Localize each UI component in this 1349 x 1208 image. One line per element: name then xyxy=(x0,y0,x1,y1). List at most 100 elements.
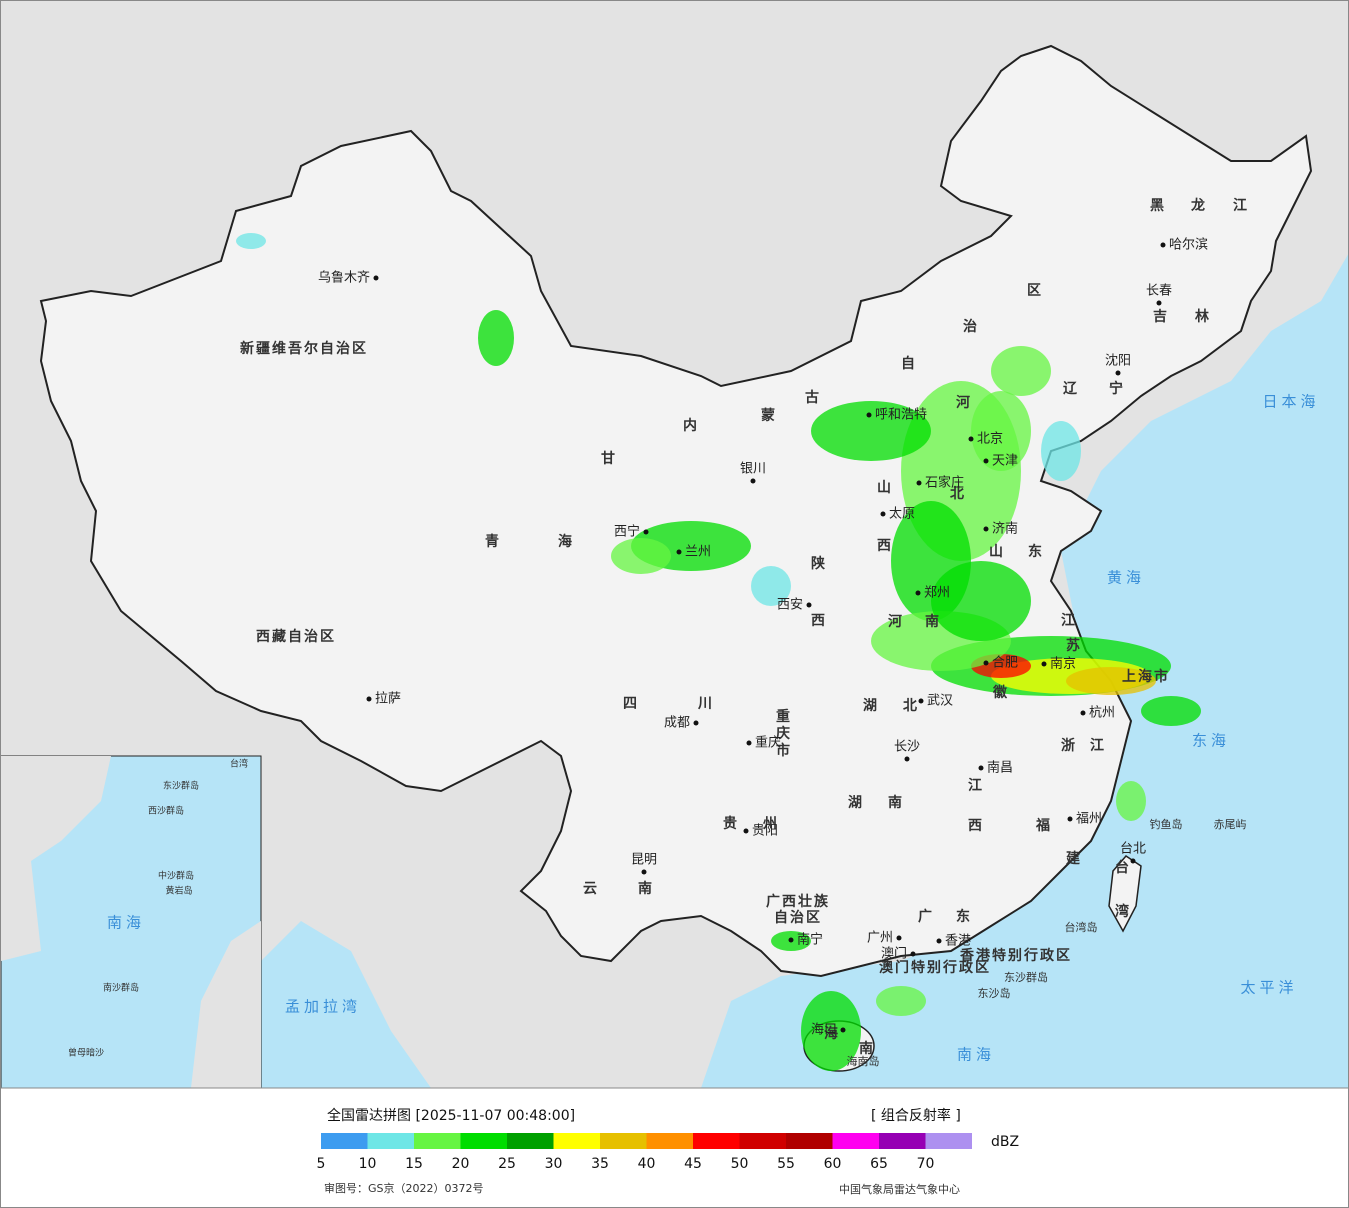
city-dot xyxy=(788,937,794,943)
city-dot xyxy=(866,412,872,418)
city-dot xyxy=(896,935,902,941)
city-dot xyxy=(641,869,647,875)
city-label: 昆明 xyxy=(631,853,657,868)
city-dot xyxy=(916,480,922,486)
province-label: 黑 xyxy=(1150,198,1166,214)
province-label: 北 xyxy=(950,486,966,502)
legend-swatch xyxy=(321,1133,368,1149)
city-label: 武汉 xyxy=(927,694,953,709)
province-label: 南 xyxy=(859,1040,875,1057)
city-label: 太原 xyxy=(889,507,915,522)
province-label: 重 xyxy=(776,708,792,725)
radar-echo xyxy=(478,310,514,366)
city-dot xyxy=(936,938,942,944)
inset-label: 南海 xyxy=(107,914,145,932)
legend-tick: 10 xyxy=(359,1156,377,1172)
province-label: 西 xyxy=(811,613,827,629)
province-label: 山 xyxy=(989,544,1005,560)
province-label: 湾 xyxy=(1115,903,1131,920)
inset-label: 曾母暗沙 xyxy=(68,1047,104,1059)
city-dot xyxy=(1160,242,1166,248)
city-label: 拉萨 xyxy=(375,692,401,707)
legend-swatch xyxy=(646,1133,693,1149)
city-dot xyxy=(366,696,372,702)
place-label: 赤尾屿 xyxy=(1214,818,1247,831)
city-dot xyxy=(806,602,812,608)
legend-swatch xyxy=(925,1133,972,1149)
city-dot xyxy=(693,720,699,726)
city-label: 重庆 xyxy=(755,735,781,751)
place-label: 台湾岛 xyxy=(1065,920,1098,934)
province-label: 自治区 xyxy=(774,909,822,926)
city-dot xyxy=(904,756,910,762)
province-label: 龙 xyxy=(1190,197,1207,214)
province-label: 海 xyxy=(558,533,574,550)
inset-label: 南沙群岛 xyxy=(103,982,139,994)
place-label: 东海 xyxy=(1192,732,1230,750)
legend-tick: 50 xyxy=(731,1156,749,1172)
city-dot xyxy=(840,1027,846,1033)
radar-echo xyxy=(751,566,791,606)
city-label: 福州 xyxy=(1076,812,1102,827)
legend-tick: 25 xyxy=(498,1156,516,1172)
radar-echo xyxy=(1116,781,1146,821)
legend-tick: 55 xyxy=(777,1156,795,1172)
city-label: 广州 xyxy=(867,931,893,946)
province-label: 甘 xyxy=(601,450,617,467)
province-label: 江 xyxy=(1090,737,1106,754)
province-label: 江 xyxy=(1061,612,1077,629)
province-label: 河 xyxy=(956,394,972,411)
province-label: 市 xyxy=(776,742,792,759)
province-label: 江 xyxy=(968,777,984,794)
province-label: 福 xyxy=(1035,817,1052,834)
radar-echo xyxy=(236,233,266,249)
province-label: 山 xyxy=(877,480,893,496)
city-label: 银川 xyxy=(740,462,766,477)
place-label: 东沙群岛 xyxy=(1004,970,1048,984)
inset-label: 黄岩岛 xyxy=(165,885,192,897)
inset-label: 中沙群岛 xyxy=(158,870,194,882)
province-label: 香港特别行政区 xyxy=(959,947,1072,964)
city-label: 长沙 xyxy=(894,740,920,755)
city-label: 贵阳 xyxy=(752,824,778,839)
radar-echo xyxy=(876,986,926,1016)
city-label: 海口 xyxy=(811,1023,837,1038)
province-label: 内 xyxy=(683,417,699,434)
province-label: 四 xyxy=(623,696,639,712)
legend-tick: 5 xyxy=(317,1156,326,1172)
province-label: 海 xyxy=(824,1025,840,1042)
city-label: 长春 xyxy=(1146,284,1172,299)
city-label: 天津 xyxy=(992,454,1018,469)
city-dot xyxy=(910,951,916,957)
city-dot xyxy=(1156,300,1162,306)
city-dot xyxy=(915,590,921,596)
radar-echo xyxy=(811,401,931,461)
city-dot xyxy=(1130,858,1136,864)
city-label: 南昌 xyxy=(987,760,1013,776)
province-label: 宁 xyxy=(1109,380,1125,397)
place-label: 钓鱼岛 xyxy=(1150,817,1183,831)
legend-product: [ 组合反射率 ] xyxy=(871,1107,961,1124)
province-label: 西 xyxy=(968,818,984,834)
city-dot xyxy=(983,526,989,532)
city-dot xyxy=(1115,370,1121,376)
city-label: 济南 xyxy=(992,521,1018,537)
province-label: 上海市 xyxy=(1122,668,1170,685)
province-label: 青 xyxy=(485,533,501,550)
city-label: 南宁 xyxy=(797,932,823,948)
city-dot xyxy=(1041,661,1047,667)
city-dot xyxy=(643,529,649,535)
legend-tick: 15 xyxy=(405,1156,423,1172)
city-label: 合肥 xyxy=(992,656,1018,671)
province-label: 河 xyxy=(888,613,904,630)
legend-tick: 20 xyxy=(452,1156,470,1172)
province-label: 西藏自治区 xyxy=(256,628,336,645)
place-label: 孟加拉湾 xyxy=(285,998,361,1016)
legend-swatch xyxy=(693,1133,740,1149)
legend-tick: 40 xyxy=(638,1156,656,1172)
legend-tick: 70 xyxy=(917,1156,935,1172)
city-label: 西安 xyxy=(777,598,803,613)
legend-swatch xyxy=(460,1133,507,1149)
